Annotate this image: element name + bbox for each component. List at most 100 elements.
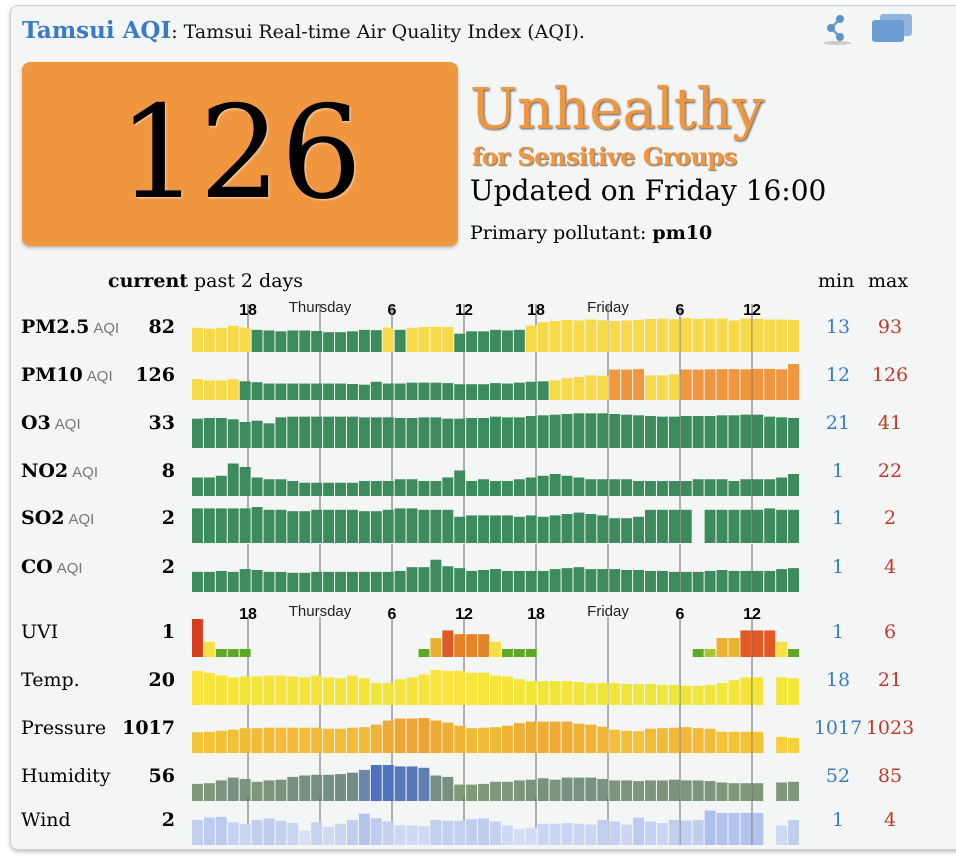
bar <box>382 327 394 352</box>
current-value: 1 <box>161 621 175 643</box>
bar <box>299 330 311 352</box>
bar <box>621 479 633 496</box>
bar <box>311 675 323 705</box>
bar <box>525 827 537 845</box>
bar <box>728 680 740 705</box>
bar <box>192 732 203 753</box>
bar <box>728 783 740 801</box>
bar <box>346 772 358 801</box>
bar <box>513 723 525 753</box>
bar <box>573 567 585 592</box>
bar <box>645 821 656 845</box>
bar <box>227 677 239 705</box>
bar <box>788 474 799 496</box>
bar <box>680 369 692 400</box>
bar <box>752 368 764 400</box>
bar <box>287 727 299 753</box>
bar <box>692 685 704 705</box>
bar <box>478 672 490 705</box>
bar <box>704 509 716 543</box>
bar <box>251 728 263 753</box>
history-chart-humidity[interactable] <box>192 753 800 801</box>
bar <box>573 512 585 543</box>
bar <box>501 825 513 845</box>
bar <box>740 318 752 352</box>
history-chart-co[interactable] <box>192 544 800 592</box>
bar <box>537 778 549 801</box>
max-value: 1023 <box>865 717 915 739</box>
bar <box>418 417 430 448</box>
bar <box>323 482 335 496</box>
history-chart-uvi[interactable] <box>192 617 800 657</box>
bar <box>704 649 716 657</box>
bar <box>668 819 680 845</box>
bar <box>561 378 573 400</box>
bar <box>406 677 418 705</box>
bar <box>454 470 466 496</box>
history-chart-pm10[interactable] <box>192 352 800 400</box>
bar <box>406 418 418 448</box>
bar <box>335 416 346 448</box>
history-chart-temp[interactable] <box>192 657 800 705</box>
current-value: 20 <box>148 669 175 691</box>
bar <box>454 670 466 705</box>
bar <box>716 812 728 845</box>
bar <box>752 731 764 753</box>
bar <box>645 375 656 400</box>
bar <box>728 415 740 448</box>
bar <box>537 415 549 448</box>
bar <box>609 414 621 448</box>
bar <box>490 329 501 352</box>
bar <box>227 463 239 496</box>
bar <box>621 414 633 448</box>
city-aqi-link[interactable]: Tamsui AQI <box>22 17 172 44</box>
bar <box>346 416 358 448</box>
bar <box>394 570 406 592</box>
bar <box>585 514 597 543</box>
bar <box>621 824 633 845</box>
embed-widget-icon[interactable] <box>870 12 914 44</box>
bar <box>525 721 537 753</box>
pollutant-name: Humidity <box>21 765 111 787</box>
bar <box>358 511 370 543</box>
bar <box>418 481 430 496</box>
bar <box>251 819 263 845</box>
history-chart-o3[interactable] <box>192 400 800 448</box>
bar <box>645 683 656 705</box>
history-chart-wind[interactable] <box>192 797 800 845</box>
bar <box>394 383 406 400</box>
bar <box>525 649 537 657</box>
bar <box>370 683 382 705</box>
bar <box>537 721 549 753</box>
bar <box>728 812 740 845</box>
share-icon[interactable] <box>820 12 854 46</box>
row-label-uvi: UVI <box>21 621 58 643</box>
bar <box>752 812 764 845</box>
bar <box>716 570 728 592</box>
bar <box>752 318 764 352</box>
bar <box>358 678 370 705</box>
bar <box>788 568 799 592</box>
bar <box>776 509 788 543</box>
bar <box>704 369 716 400</box>
hour-label: 12 <box>743 606 761 623</box>
bar <box>215 380 227 400</box>
bar <box>513 417 525 448</box>
bar <box>203 477 215 496</box>
bar <box>335 332 346 352</box>
bar <box>788 819 799 845</box>
widget-title: Tamsui AQI: Tamsui Real-time Air Quality… <box>22 17 585 44</box>
history-chart-so2[interactable] <box>192 495 800 543</box>
history-chart-no2[interactable] <box>192 448 800 496</box>
bar <box>656 570 668 592</box>
bar <box>478 515 490 543</box>
bar <box>740 479 752 496</box>
history-chart-pressure[interactable] <box>192 705 800 753</box>
bar <box>239 676 251 705</box>
min-value: 21 <box>825 412 851 434</box>
history-chart-pm25[interactable] <box>192 304 800 352</box>
bar <box>668 727 680 753</box>
bar <box>263 727 275 753</box>
bar <box>430 775 442 801</box>
bar <box>406 382 418 400</box>
